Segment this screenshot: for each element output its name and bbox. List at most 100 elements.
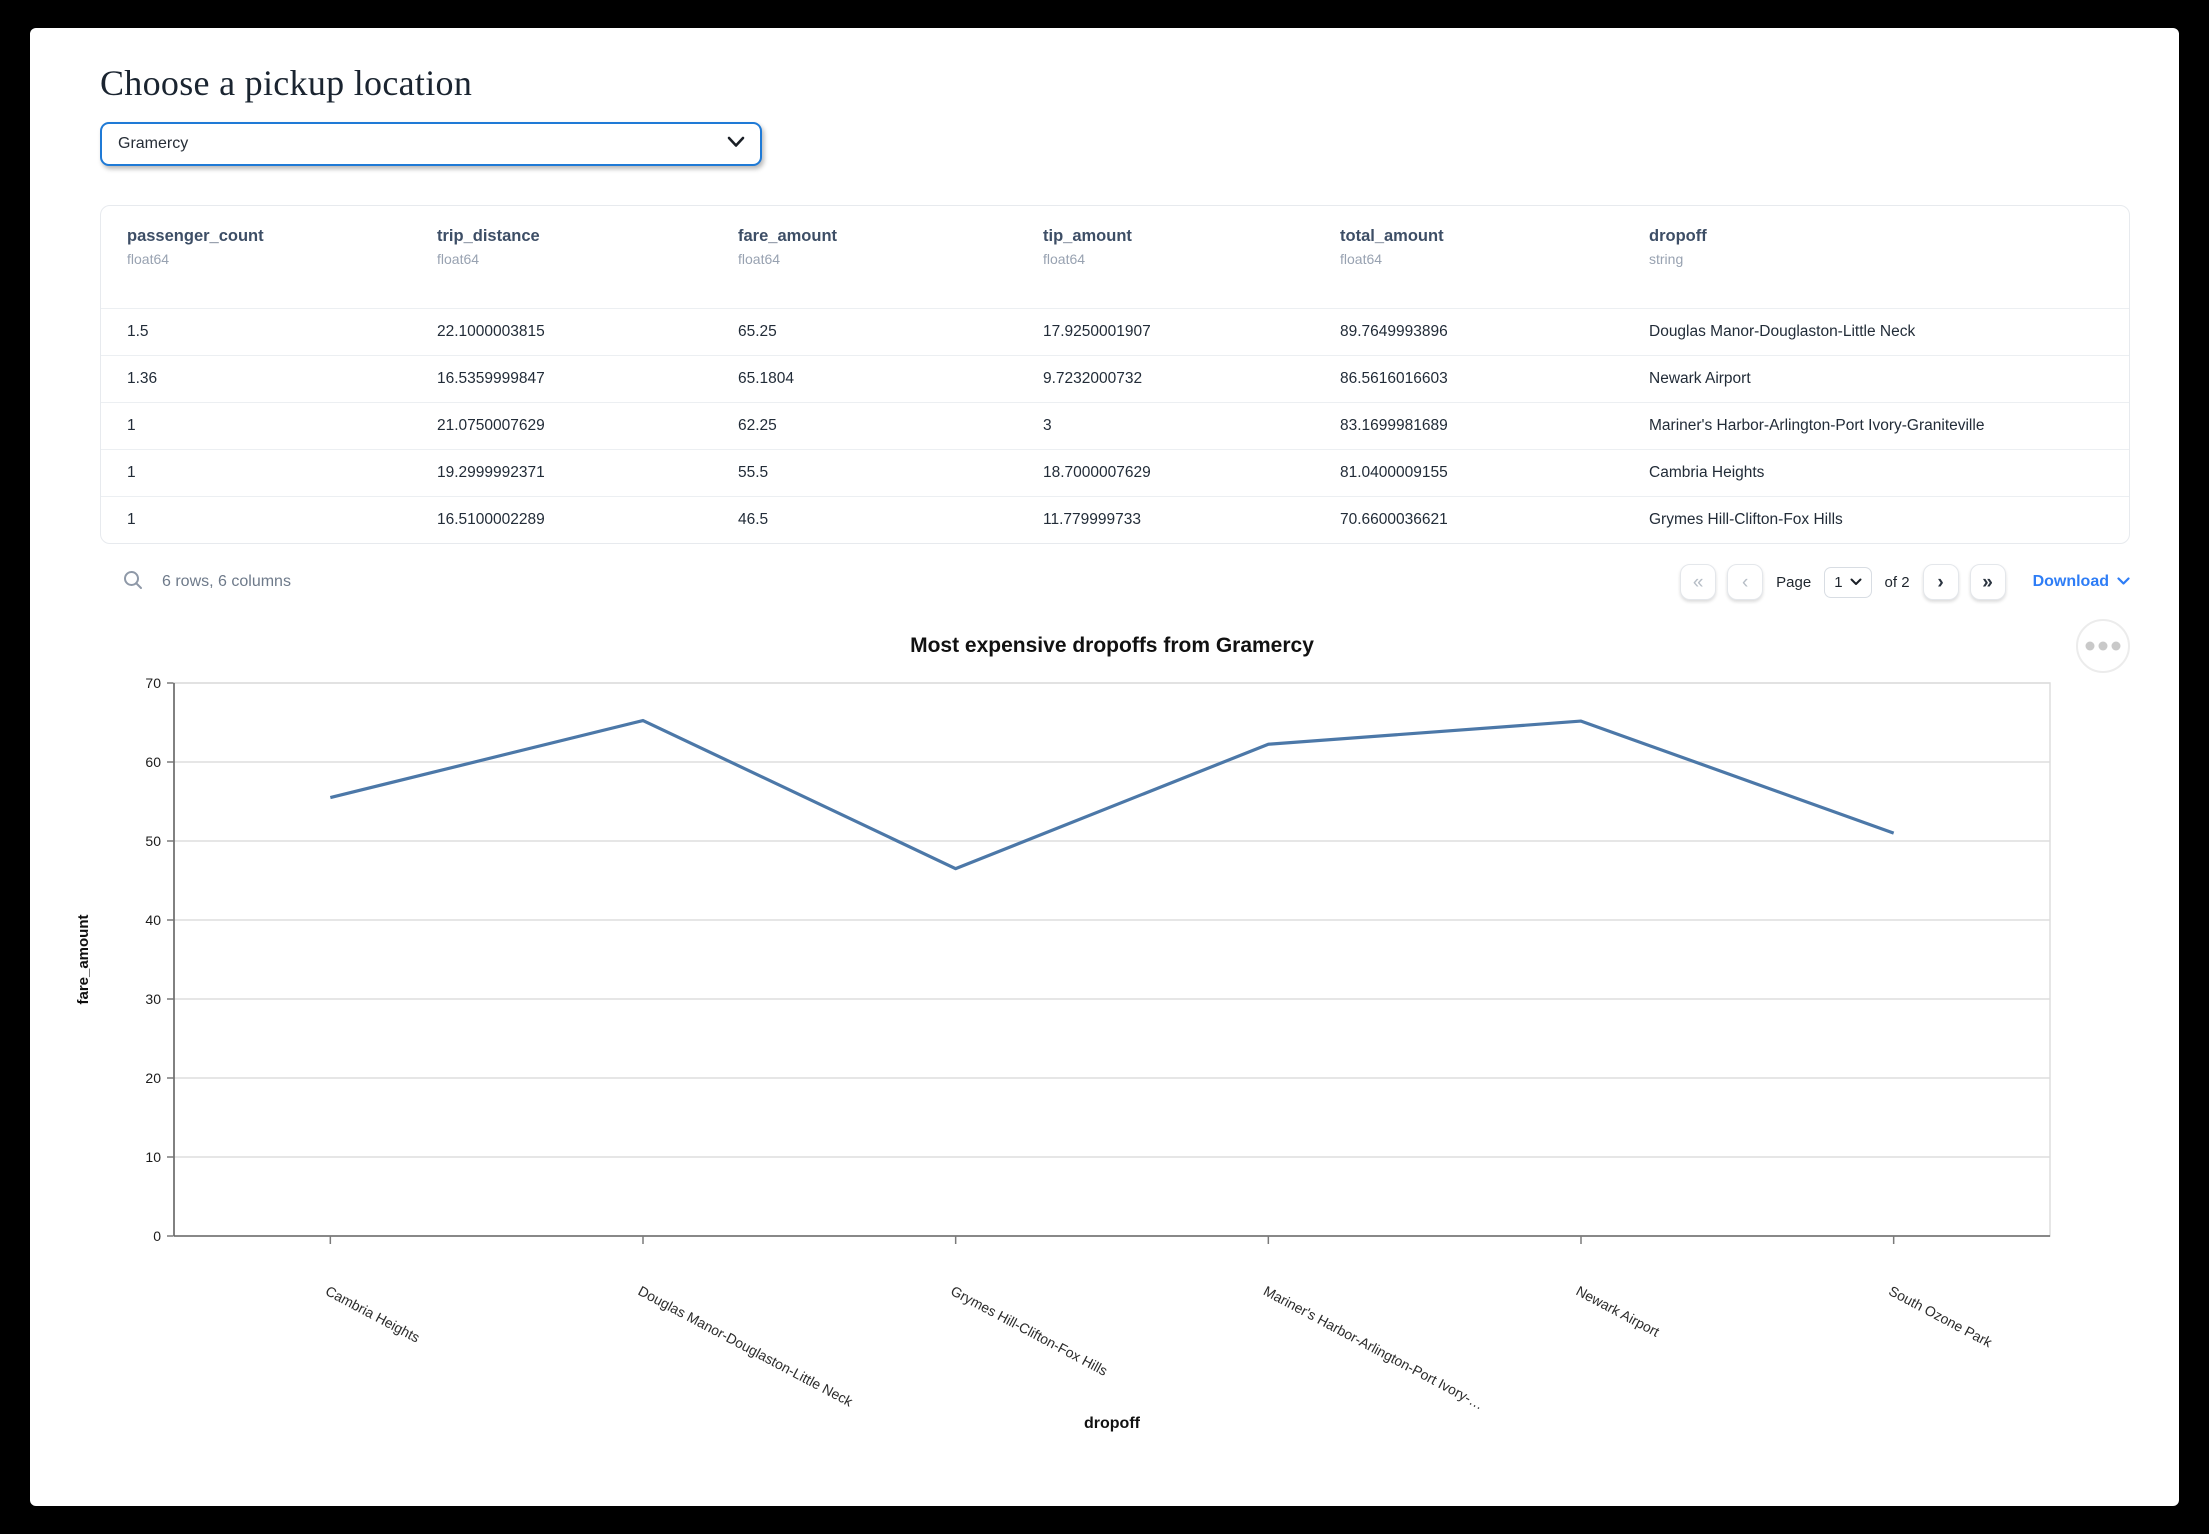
table-cell: 1 [127,511,136,528]
row-count-status: 6 rows, 6 columns [162,573,291,590]
table-row[interactable]: 1 21.0750007629 62.25 3 83.1699981689 Mariner… [101,402,2129,449]
chevron-down-icon [727,135,745,153]
download-button[interactable]: Download [2033,573,2130,591]
page-title: Choose a pickup location [100,63,473,103]
table-cell: 22.1000003815 [437,323,545,340]
chevron-down-icon [1850,573,1862,591]
table-cell: 18.7000007629 [1043,464,1151,481]
table-cell: 16.5359999847 [437,370,545,387]
y-tick-label: 30 [145,991,161,1007]
table-cell: Newark Airport [1649,370,1751,387]
column-dtype: string [1649,251,1684,267]
table-cell: 65.25 [738,323,777,340]
column-header[interactable]: fare_amount float64 [738,227,1043,308]
column-header[interactable]: passenger_count float64 [127,227,437,308]
table-row[interactable]: 1 19.2999992371 55.5 18.7000007629 81.040000… [101,449,2129,496]
table-cell: 3 [1043,417,1052,434]
column-header[interactable]: trip_distance float64 [437,227,738,308]
ellipsis-icon [2111,641,2121,651]
first-page-button[interactable]: « [1680,564,1717,600]
table-row[interactable]: 1.5 22.1000003815 65.25 17.9250001907 89.764… [101,308,2129,355]
table-cell: 55.5 [738,464,769,481]
table-cell: 83.1699981689 [1340,417,1448,434]
page-number-select[interactable]: 1 [1824,566,1872,598]
chart-menu-button[interactable] [2076,619,2130,673]
chart-title: Most expensive dropoffs from Gramercy [910,634,1314,657]
ellipsis-icon [2098,641,2108,651]
y-tick-label: 50 [145,833,161,849]
table-row[interactable]: 1.36 16.5359999847 65.1804 9.7232000732 86.5… [101,355,2129,402]
table-cell: 11.779999733 [1043,511,1141,528]
column-header[interactable]: total_amount float64 [1340,227,1649,308]
next-page-button[interactable]: › [1922,564,1959,600]
y-tick-label: 20 [145,1070,161,1086]
column-dtype: float64 [127,251,170,267]
line-series [329,718,1895,871]
table-cell: 9.7232000732 [1043,370,1143,387]
page-of-label: of 2 [1884,573,1910,591]
table-cell: Cambria Heights [1649,464,1765,481]
table-cell: 1.5 [127,323,149,340]
table-cell: 62.25 [738,417,777,434]
column-name: passenger_count [127,227,264,245]
x-tick-label: South Ozone Park [1886,1283,1995,1351]
x-axis-title: dropoff [1084,1415,1141,1432]
page-label: Page [1776,573,1812,591]
column-name: dropoff [1649,227,1707,245]
x-tick-label: Grymes Hill-Clifton-Fox Hills [948,1283,1110,1379]
table-cell: Douglas Manor-Douglaston-Little Neck [1649,323,1916,340]
column-dtype: float64 [437,251,480,267]
table-cell: Mariner's Harbor-Arlington-Port Ivory-Gr… [1649,417,1985,434]
pickup-location-select[interactable]: Gramercy [100,122,762,166]
page-number-value: 1 [1834,573,1843,591]
y-tick-label: 60 [145,754,161,770]
y-tick-label: 40 [145,912,161,928]
y-tick-label: 70 [145,675,161,691]
table-cell: 81.0400009155 [1340,464,1448,481]
chevron-down-icon [2117,573,2130,591]
table-cell: 17.9250001907 [1043,323,1151,340]
last-page-button[interactable]: » [1969,564,2006,600]
app-window: Choose a pickup location Gramercy passen… [30,28,2179,1506]
table-cell: 46.5 [738,511,769,528]
table-cell: 70.6600036621 [1340,511,1448,528]
y-tick-label: 0 [153,1228,161,1244]
table-cell: 21.0750007629 [437,417,545,434]
table-cell: 1 [127,417,136,434]
column-dtype: float64 [1340,251,1383,267]
table-body: 1.5 22.1000003815 65.25 17.9250001907 89.764… [101,308,2129,543]
column-name: fare_amount [738,227,838,245]
table-cell: 1 [127,464,136,481]
column-dtype: float64 [738,251,781,267]
x-tick-label: Douglas Manor-Douglaston-Little Neck [636,1283,857,1410]
table-cell: Grymes Hill-Clifton-Fox Hills [1649,511,1843,528]
line-chart: Most expensive dropoffs from Gramercy 0 10… [30,616,2179,1496]
x-tick-label: Cambria Heights [323,1283,423,1346]
column-name: tip_amount [1043,227,1132,245]
column-header[interactable]: tip_amount float64 [1043,227,1340,308]
download-label: Download [2032,573,2109,590]
x-tick-label: Mariner's Harbor-Arlington-Port Ivory-… [1261,1283,1487,1413]
table-cell: 89.7649993896 [1340,323,1448,340]
table-cell: 19.2999992371 [437,464,545,481]
pickup-location-value: Gramercy [118,135,189,152]
y-axis-title: fare_amount [75,914,92,1004]
table-cell: 86.5616016603 [1340,370,1448,387]
x-tick-label: Newark Airport [1574,1283,1663,1340]
table-cell: 16.5100002289 [437,511,545,528]
chart-canvas: Most expensive dropoffs from Gramercy 0 10… [75,619,2130,1432]
search-icon[interactable] [122,569,144,596]
table-cell: 65.1804 [738,370,795,387]
ellipsis-icon [2085,641,2095,651]
prev-page-button[interactable]: ‹ [1727,564,1764,600]
column-name: total_amount [1340,227,1444,245]
column-name: trip_distance [437,227,540,245]
table-cell: 1.36 [127,370,158,387]
table-footer: 6 rows, 6 columns « ‹ Page 1 of 2 › » Do… [100,560,2130,604]
column-dtype: float64 [1043,251,1086,267]
column-header[interactable]: dropoff string [1649,227,2129,308]
table-row[interactable]: 1 16.5100002289 46.5 11.779999733 70.6600036… [101,496,2129,543]
y-tick-label: 10 [145,1149,161,1165]
